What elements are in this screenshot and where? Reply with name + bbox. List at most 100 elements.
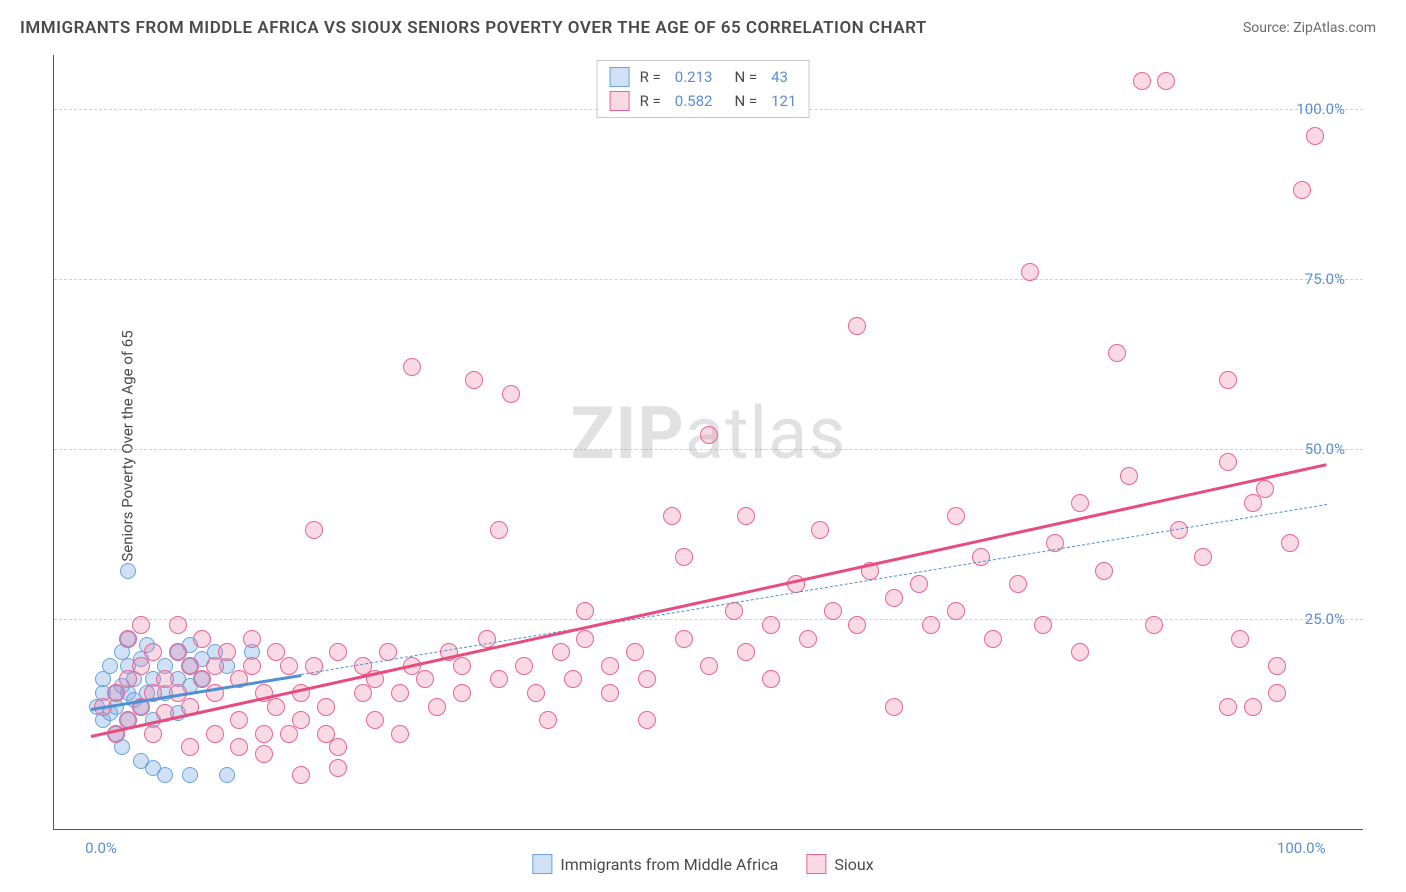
chart-container: IMMIGRANTS FROM MIDDLE AFRICA VS SIOUX S…: [0, 0, 1406, 892]
scatter-point: [102, 658, 118, 674]
scatter-point: [552, 643, 570, 661]
chart-title: IMMIGRANTS FROM MIDDLE AFRICA VS SIOUX S…: [20, 18, 927, 38]
legend-r-value: 0.213: [675, 68, 713, 86]
scatter-point: [280, 657, 298, 675]
scatter-point: [181, 738, 199, 756]
scatter-point: [255, 745, 273, 763]
scatter-point: [1021, 263, 1039, 281]
scatter-point: [576, 602, 594, 620]
y-tick-label: 75.0%: [1305, 270, 1345, 288]
scatter-point: [219, 767, 235, 783]
scatter-point: [675, 630, 693, 648]
scatter-point: [230, 711, 248, 729]
scatter-point: [416, 670, 434, 688]
scatter-point: [947, 507, 965, 525]
watermark-bold: ZIP: [571, 391, 685, 476]
series-legend: Immigrants from Middle Africa Sioux: [532, 854, 873, 874]
scatter-point: [601, 684, 619, 702]
scatter-point: [910, 575, 928, 593]
scatter-point: [725, 602, 743, 620]
legend-swatch: [610, 67, 630, 87]
scatter-point: [984, 630, 1002, 648]
scatter-point: [762, 616, 780, 634]
legend-row: R =0.213N =43: [610, 65, 797, 89]
legend-n-value: 43: [771, 68, 788, 86]
scatter-point: [811, 521, 829, 539]
scatter-point: [1157, 72, 1175, 90]
legend-swatch: [610, 91, 630, 111]
scatter-point: [120, 563, 136, 579]
scatter-point: [1009, 575, 1027, 593]
x-tick-label: 100.0%: [1277, 839, 1326, 857]
scatter-point: [193, 630, 211, 648]
scatter-point: [428, 698, 446, 716]
scatter-point: [1293, 181, 1311, 199]
scatter-point: [1120, 467, 1138, 485]
correlation-legend: R =0.213N =43R =0.582N =121: [597, 60, 810, 118]
scatter-point: [453, 657, 471, 675]
gridline: [54, 279, 1363, 280]
scatter-point: [317, 698, 335, 716]
legend-r-label: R =: [640, 68, 661, 86]
scatter-point: [1108, 344, 1126, 362]
scatter-point: [329, 759, 347, 777]
scatter-point: [824, 602, 842, 620]
scatter-point: [564, 670, 582, 688]
scatter-point: [1071, 643, 1089, 661]
scatter-point: [182, 767, 198, 783]
scatter-point: [700, 426, 718, 444]
y-tick-label: 25.0%: [1305, 610, 1345, 628]
scatter-point: [490, 521, 508, 539]
scatter-point: [576, 630, 594, 648]
scatter-point: [1268, 657, 1286, 675]
scatter-point: [292, 766, 310, 784]
scatter-point: [1268, 684, 1286, 702]
scatter-point: [1145, 616, 1163, 634]
plot-area: ZIPatlas 25.0%50.0%75.0%100.0%0.0%100.0%: [53, 55, 1363, 830]
scatter-point: [947, 602, 965, 620]
legend-n-label: N =: [734, 92, 757, 110]
series-label: Sioux: [834, 855, 873, 874]
scatter-point: [1194, 548, 1212, 566]
scatter-point: [329, 738, 347, 756]
scatter-point: [465, 371, 483, 389]
scatter-point: [1071, 494, 1089, 512]
scatter-point: [700, 657, 718, 675]
y-tick-label: 50.0%: [1305, 440, 1345, 458]
scatter-point: [762, 670, 780, 688]
scatter-point: [230, 738, 248, 756]
scatter-point: [1034, 616, 1052, 634]
scatter-point: [1281, 534, 1299, 552]
scatter-point: [243, 657, 261, 675]
legend-n-value: 121: [771, 92, 796, 110]
scatter-point: [885, 589, 903, 607]
scatter-point: [848, 616, 866, 634]
scatter-point: [1219, 698, 1237, 716]
scatter-point: [885, 698, 903, 716]
legend-swatch: [806, 854, 826, 874]
scatter-point: [1219, 453, 1237, 471]
scatter-point: [1256, 480, 1274, 498]
scatter-point: [144, 725, 162, 743]
scatter-point: [638, 711, 656, 729]
scatter-point: [391, 684, 409, 702]
scatter-point: [305, 521, 323, 539]
scatter-point: [663, 507, 681, 525]
scatter-point: [490, 670, 508, 688]
scatter-point: [453, 684, 471, 702]
source-label: Source: ZipAtlas.com: [1243, 20, 1376, 36]
scatter-point: [848, 317, 866, 335]
scatter-point: [1231, 630, 1249, 648]
scatter-point: [1244, 698, 1262, 716]
scatter-point: [675, 548, 693, 566]
scatter-point: [132, 616, 150, 634]
y-tick-label: 100.0%: [1296, 100, 1345, 118]
series-legend-item: Immigrants from Middle Africa: [532, 854, 778, 874]
scatter-point: [737, 507, 755, 525]
x-tick-label: 0.0%: [85, 839, 117, 857]
scatter-point: [601, 657, 619, 675]
scatter-point: [922, 616, 940, 634]
scatter-point: [1095, 562, 1113, 580]
scatter-point: [292, 711, 310, 729]
scatter-point: [95, 671, 111, 687]
